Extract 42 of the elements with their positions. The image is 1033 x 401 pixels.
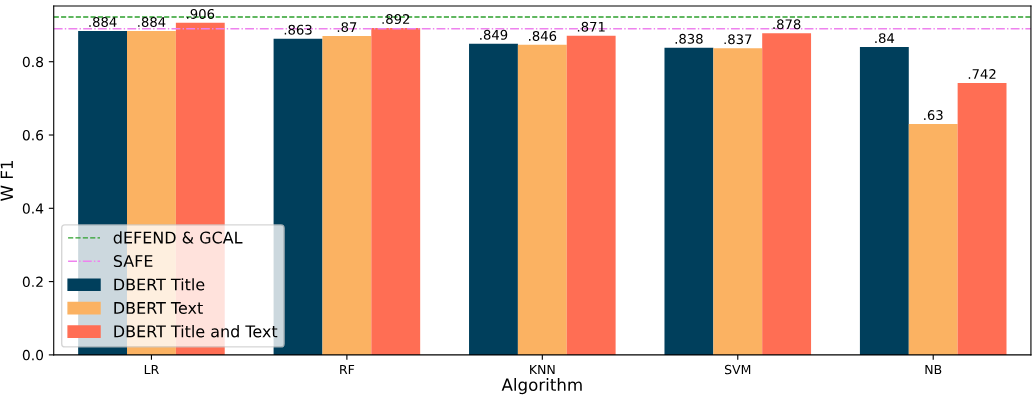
- bar: [322, 36, 372, 355]
- bar: [517, 44, 567, 355]
- bar: [713, 48, 763, 355]
- bar: [762, 33, 812, 355]
- y-tick-label: 0.8: [22, 56, 44, 68]
- data-label: .871: [577, 21, 605, 32]
- legend-label: DBERT Title and Text: [114, 325, 278, 338]
- y-tick-label: 0.6: [22, 129, 44, 141]
- data-label: .884: [89, 17, 117, 27]
- data-label: .863: [284, 24, 312, 35]
- data-label: .87: [337, 22, 357, 33]
- data-label: .849: [480, 29, 508, 40]
- bar: [957, 82, 1007, 355]
- data-label: .63: [924, 110, 943, 121]
- y-axis-title: W F1: [0, 161, 13, 201]
- y-tick-label: 0.0: [22, 349, 44, 361]
- bar: [664, 47, 714, 355]
- y-tick-label: 0.2: [22, 276, 43, 288]
- bar: [859, 47, 909, 355]
- x-tick-label: NB: [925, 364, 942, 375]
- legend-label: dEFEND & GCAL: [113, 231, 243, 244]
- legend-label: DBERT Text: [114, 302, 203, 314]
- legend-label: DBERT Title: [114, 278, 205, 291]
- data-label: .837: [724, 34, 752, 45]
- bar: [371, 28, 421, 355]
- data-label: .878: [773, 19, 801, 30]
- data-label: .838: [675, 33, 703, 44]
- x-tick-label: LR: [144, 364, 159, 375]
- bar: [469, 43, 518, 355]
- legend-label: SAFE: [113, 255, 153, 268]
- x-tick-label: RF: [340, 364, 355, 375]
- bar: [566, 35, 616, 355]
- data-label: .84: [875, 33, 895, 44]
- data-label: .846: [529, 30, 557, 41]
- x-tick-label: SVM: [724, 364, 751, 375]
- data-label: .742: [968, 69, 996, 79]
- data-label: .884: [138, 17, 166, 27]
- x-tick-label: KNN: [530, 364, 555, 375]
- data-label: .892: [382, 14, 410, 25]
- x-axis-title: Algorithm: [501, 378, 582, 395]
- y-tick-label: 0.4: [22, 203, 44, 214]
- bar: [908, 124, 958, 355]
